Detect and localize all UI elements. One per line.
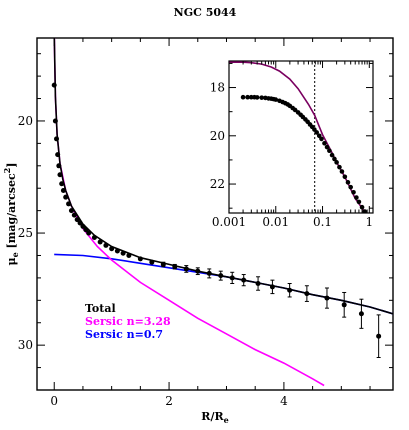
inset-x-tick-label: 0.1 bbox=[313, 215, 332, 229]
main-data-point bbox=[376, 333, 382, 339]
main-data-point bbox=[54, 136, 60, 142]
inset-data-point bbox=[314, 130, 319, 135]
inset-data-point bbox=[327, 148, 332, 154]
main-data-point bbox=[358, 311, 364, 317]
inset-y-tick-label: 22 bbox=[210, 177, 225, 191]
main-data-point bbox=[51, 82, 57, 88]
main-data-point bbox=[120, 250, 126, 256]
main-data-point bbox=[52, 118, 58, 124]
main-data-point bbox=[241, 277, 247, 283]
main-data-point bbox=[103, 242, 109, 248]
main-data-point bbox=[126, 252, 132, 258]
main-data-point bbox=[77, 220, 83, 226]
y-axis-label: μe [mag/arcsec2] bbox=[2, 163, 20, 266]
main-x-tick-label: 0 bbox=[50, 394, 58, 408]
main-data-point bbox=[97, 239, 103, 245]
inset-data-point bbox=[337, 164, 342, 170]
inset-data-point bbox=[354, 195, 359, 200]
inset-data-point bbox=[339, 169, 345, 174]
main-data-point bbox=[55, 152, 61, 158]
main-data-point bbox=[86, 230, 92, 236]
main-data-point bbox=[114, 248, 120, 254]
main-data-point bbox=[160, 261, 166, 267]
main-data-point bbox=[287, 287, 293, 293]
main-data-point bbox=[341, 302, 347, 308]
main-data-point bbox=[59, 181, 65, 187]
main-data-point bbox=[149, 259, 155, 265]
main-data-point bbox=[56, 163, 62, 169]
main-data-point bbox=[63, 194, 69, 200]
main-plot-frame bbox=[36, 37, 394, 391]
inset-data-point bbox=[359, 204, 365, 210]
inset-data-point bbox=[348, 184, 353, 190]
main-data-point bbox=[137, 256, 143, 262]
main-x-tick-label: 2 bbox=[165, 394, 173, 408]
inset-data-point bbox=[322, 140, 327, 146]
main-data-point bbox=[60, 187, 66, 193]
main-data-point bbox=[71, 212, 77, 218]
main-series-group bbox=[51, 38, 393, 387]
main-data-point bbox=[74, 217, 80, 223]
main-data-point bbox=[229, 275, 235, 281]
inset-y-tick-label: 18 bbox=[210, 81, 225, 95]
main-data-point bbox=[68, 208, 74, 214]
main-data-point bbox=[66, 201, 72, 207]
inset-y-tick-label: 20 bbox=[210, 129, 225, 143]
inset-data-point bbox=[319, 136, 324, 142]
main-data-point bbox=[269, 284, 275, 290]
inset-x-tick-label: 1 bbox=[365, 215, 373, 229]
main-data-point bbox=[91, 235, 97, 241]
main-x-tick-label: 4 bbox=[280, 394, 288, 408]
inset-data-point bbox=[356, 199, 362, 205]
inset-data-point bbox=[245, 94, 250, 100]
legend-entry-sersic-disk: Sersic n=0.7 bbox=[85, 328, 163, 341]
chart-title: NGC 5044 bbox=[174, 6, 237, 19]
main-data-point bbox=[183, 266, 189, 272]
inset-plot-area: 0.001 0.01 0.1 1 18 20 22 bbox=[210, 61, 373, 229]
main-data-point bbox=[172, 264, 178, 270]
inset-x-tick-label: 0.001 bbox=[212, 215, 246, 229]
main-data-point bbox=[83, 227, 89, 233]
inset-data-point bbox=[332, 156, 337, 162]
inset-data-point bbox=[259, 95, 264, 100]
legend-entry-total: Total bbox=[85, 302, 116, 315]
main-data-point bbox=[218, 273, 224, 279]
inset-plot-frame bbox=[228, 60, 374, 214]
main-data-point bbox=[57, 172, 63, 178]
main-plot-area: 0 2 4 20 25 30 bbox=[18, 38, 393, 408]
main-data-point bbox=[80, 223, 86, 229]
main-y-tick-label: 20 bbox=[18, 114, 33, 128]
inset-data-point bbox=[329, 152, 335, 158]
inset-x-tick-label: 0.01 bbox=[262, 215, 289, 229]
main-data-point bbox=[304, 291, 310, 297]
inset-data-point bbox=[345, 180, 351, 185]
inset-series-group bbox=[229, 61, 368, 213]
inset-data-point bbox=[273, 97, 279, 102]
main-data-point bbox=[195, 268, 201, 274]
main-data-point bbox=[324, 295, 330, 301]
inset-data-point bbox=[240, 94, 246, 100]
inset-data-point bbox=[342, 174, 348, 180]
main-y-tick-label: 30 bbox=[18, 338, 33, 352]
inset-data-point bbox=[334, 160, 339, 165]
inset-data-point bbox=[324, 144, 330, 150]
main-y-tick-label: 25 bbox=[18, 226, 33, 240]
inset-data-point bbox=[254, 95, 260, 100]
x-axis-label: R/Re bbox=[201, 410, 228, 425]
main-data-point bbox=[206, 270, 212, 276]
legend-entry-sersic-bulge: Sersic n=3.28 bbox=[85, 315, 171, 328]
main-data-point bbox=[109, 246, 115, 252]
main-data-point bbox=[255, 281, 261, 287]
inset-data-point bbox=[351, 189, 356, 195]
